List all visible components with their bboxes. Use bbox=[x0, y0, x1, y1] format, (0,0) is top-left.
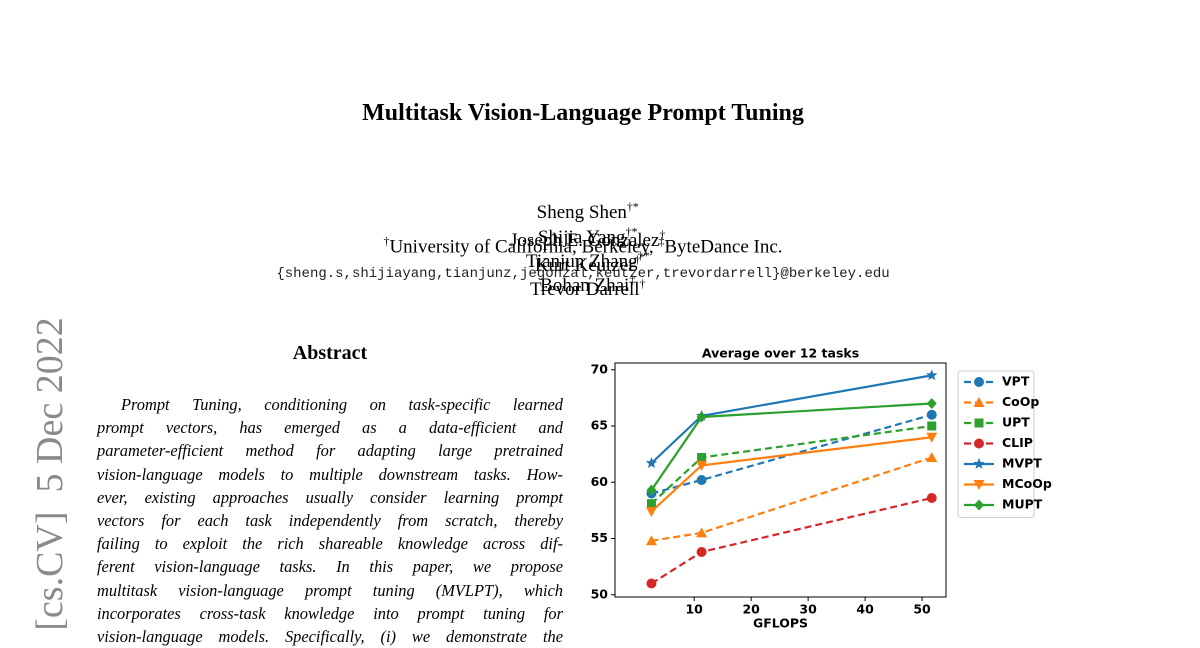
email: {sheng.s,shijiayang,tianjunz,jegonzal,ke… bbox=[276, 266, 890, 282]
affiliation: University of California, Berkeley, bbox=[389, 236, 654, 258]
affiliation: ByteDance Inc. bbox=[664, 236, 783, 258]
legend-label: VPT bbox=[1002, 374, 1030, 389]
data-point bbox=[696, 527, 708, 538]
author-mark: †* bbox=[625, 224, 638, 239]
data-point bbox=[926, 493, 937, 503]
author-name: Trevor Darrell bbox=[529, 278, 640, 300]
abstract-line: vectors for each task independently from… bbox=[97, 511, 563, 530]
data-point bbox=[645, 535, 657, 546]
series-line bbox=[650, 496, 933, 585]
abstract-line: vision-language models. Specifically, (i… bbox=[97, 627, 563, 646]
series-line bbox=[650, 436, 932, 513]
author-mark: ‡ bbox=[629, 272, 636, 287]
author-mark: † bbox=[659, 228, 666, 242]
series-line bbox=[651, 456, 933, 542]
data-point bbox=[927, 421, 937, 431]
author-name: Shijia Yang bbox=[537, 226, 626, 248]
author-name: Kurt Keutzer bbox=[534, 254, 635, 276]
y-tick-label: 65 bbox=[591, 418, 608, 433]
legend-label: MVPT bbox=[1002, 456, 1042, 471]
data-point bbox=[926, 409, 937, 420]
legend-marker bbox=[974, 418, 984, 428]
legend-label: CoOp bbox=[1002, 394, 1039, 409]
x-tick-label: 40 bbox=[856, 602, 874, 617]
abstract-line: incorporates cross-task knowledge into p… bbox=[97, 603, 563, 623]
x-axis-label: GFLOPS bbox=[753, 616, 808, 631]
data-point bbox=[926, 452, 938, 462]
data-point bbox=[696, 460, 708, 471]
legend-marker bbox=[973, 397, 985, 407]
abstract-line: ferent vision-language tasks. In this pa… bbox=[97, 557, 563, 577]
series-line bbox=[650, 402, 932, 491]
legend-label: MCoOp bbox=[1002, 476, 1052, 491]
author-name: Bohan Zhai bbox=[540, 275, 630, 297]
data-point bbox=[646, 578, 657, 589]
abstract-line: Prompt Tuning, conditioning on task-spec… bbox=[121, 395, 563, 414]
plot-frame bbox=[614, 362, 947, 598]
y-tick-label: 55 bbox=[591, 530, 608, 545]
x-tick-label: 30 bbox=[799, 602, 817, 617]
abstract-line: prompt vectors, has emerged as a data-ef… bbox=[97, 418, 563, 438]
series-line bbox=[650, 374, 932, 464]
abstract-line: parameter-efficient method for adapting … bbox=[97, 441, 563, 461]
author-mark: † bbox=[639, 276, 646, 291]
data-point bbox=[696, 475, 707, 485]
abstract-line: failing to exploit the rich shareable kn… bbox=[97, 534, 563, 554]
data-point bbox=[926, 398, 937, 409]
legend-label: CLIP bbox=[1002, 435, 1033, 450]
author-line: Sheng Shen†* Shijia Yang†* Tianjun Zhang… bbox=[0, 178, 1166, 297]
author-line: Joseph E. Gonzalez† Kurt Keutzer† Trevor… bbox=[0, 206, 1166, 301]
data-point bbox=[696, 411, 707, 423]
legend-label: UPT bbox=[1002, 415, 1030, 430]
affiliations: †University of California, Berkeley, ‡By… bbox=[0, 234, 1166, 258]
legend-marker bbox=[974, 377, 984, 387]
author-name: Joseph E. Gonzalez bbox=[510, 230, 660, 252]
x-tick-label: 20 bbox=[742, 602, 760, 617]
abstract-line: multitask vision-language prompt tuning … bbox=[97, 580, 563, 600]
data-point bbox=[646, 499, 656, 509]
x-tick-label: 50 bbox=[913, 602, 931, 617]
legend-marker bbox=[973, 458, 985, 469]
data-point bbox=[926, 369, 938, 381]
data-point bbox=[645, 507, 657, 517]
x-tick-label: 10 bbox=[685, 602, 703, 617]
data-point bbox=[646, 484, 657, 496]
legend-marker bbox=[974, 499, 984, 511]
data-point bbox=[697, 453, 707, 462]
author-mark: †* bbox=[626, 200, 639, 214]
legend-label: MUPT bbox=[1002, 497, 1043, 512]
abstract-line: ever, existing approaches usually consid… bbox=[97, 487, 563, 507]
abstract-line: vision-language models to multiple downs… bbox=[97, 464, 563, 484]
series-line bbox=[650, 424, 932, 505]
legend-marker bbox=[974, 438, 984, 449]
y-tick-label: 60 bbox=[591, 474, 609, 489]
data-point bbox=[926, 432, 938, 443]
paper-title: Multitask Vision-Language Prompt Tuning bbox=[362, 100, 804, 126]
legend-marker bbox=[973, 480, 985, 490]
affil-mark: † bbox=[383, 234, 390, 248]
y-tick-label: 70 bbox=[591, 361, 609, 376]
y-tick-label: 50 bbox=[591, 586, 609, 601]
author-name: Tianjun Zhang bbox=[525, 250, 638, 272]
abstract-heading: Abstract bbox=[292, 342, 368, 364]
data-point bbox=[696, 547, 707, 557]
author-name: Sheng Shen bbox=[536, 202, 627, 224]
chart-title: Average over 12 tasks bbox=[702, 346, 859, 361]
affil-mark: ‡ bbox=[658, 234, 665, 248]
data-point bbox=[645, 457, 658, 468]
author-mark: †* bbox=[637, 248, 650, 263]
author-mark: † bbox=[634, 252, 641, 267]
